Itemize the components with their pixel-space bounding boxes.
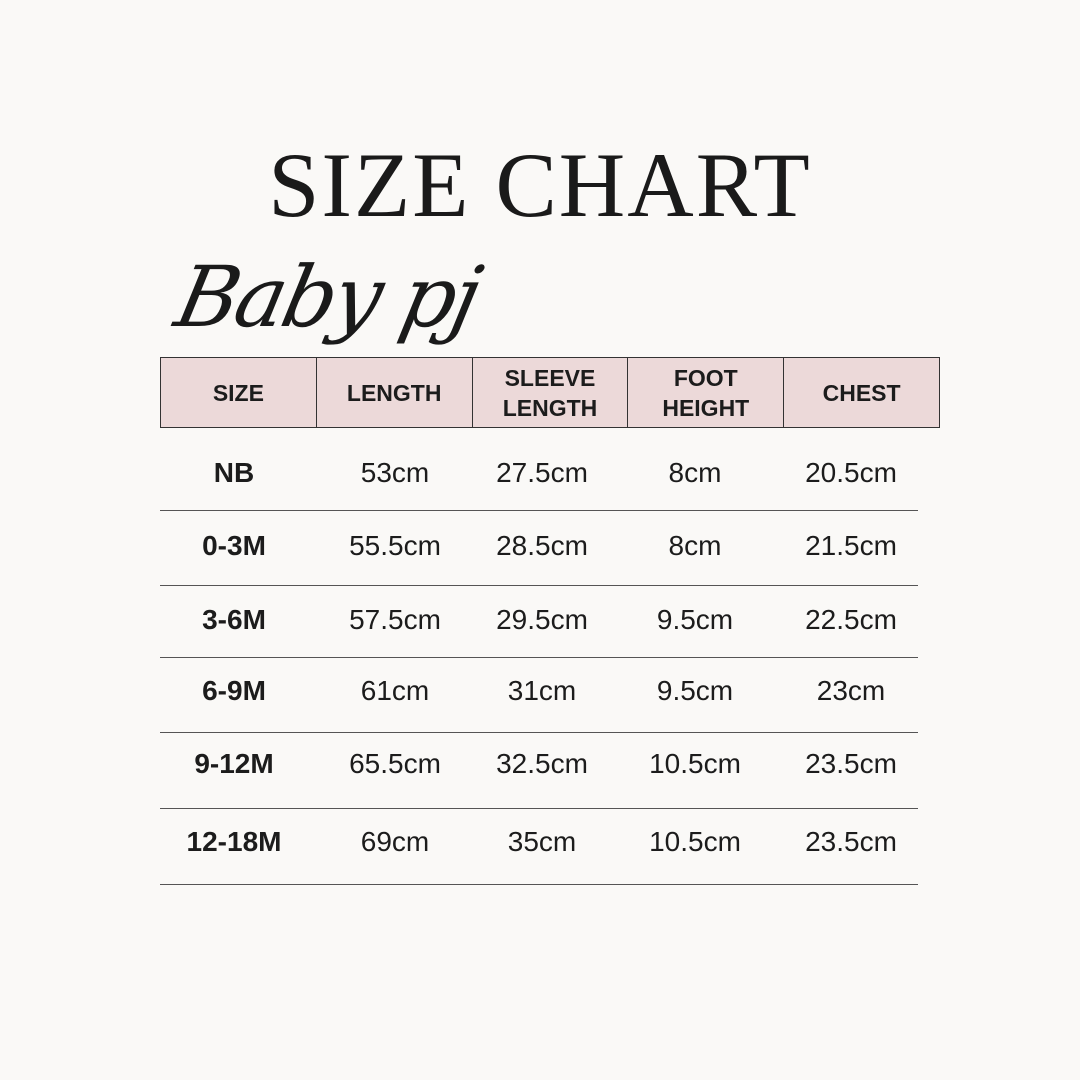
cell-size: 3-6M: [202, 604, 266, 635]
cell-sleeve-length: 27.5cm: [496, 457, 588, 488]
table-row: 0-3M 55.5cm 28.5cm 8cm 21.5cm: [160, 510, 918, 586]
cell-foot-height: 10.5cm: [649, 826, 741, 857]
cell-length: 57.5cm: [349, 604, 441, 635]
table-row: 6-9M 61cm 31cm 9.5cm 23cm: [160, 657, 918, 733]
cell-sleeve-length: 31cm: [507, 675, 577, 706]
cell-chest: 23.5cm: [805, 826, 897, 857]
cell-size: 12-18M: [186, 826, 282, 857]
cell-size: 0-3M: [202, 530, 266, 561]
table-row: 12-18M 69cm 35cm 10.5cm 23.5cm: [160, 808, 918, 885]
cell-foot-height: 10.5cm: [649, 748, 741, 779]
cell-length: 53cm: [360, 457, 430, 488]
cell-foot-height: 9.5cm: [656, 675, 734, 706]
header-sleeve-length: SLEEVE LENGTH: [473, 358, 629, 427]
cell-foot-height: 8cm: [668, 530, 722, 561]
cell-sleeve-length: 28.5cm: [496, 530, 588, 561]
cell-size: 9-12M: [194, 748, 274, 779]
cell-sleeve-length: 32.5cm: [496, 748, 588, 779]
cell-sleeve-length: 29.5cm: [496, 604, 588, 635]
cell-chest: 23.5cm: [805, 748, 897, 779]
header-length: LENGTH: [317, 358, 473, 427]
table-header: SIZE LENGTH SLEEVE LENGTH FOOT HEIGHT CH…: [160, 357, 940, 428]
cell-length: 55.5cm: [349, 530, 441, 561]
table-row: NB 53cm 27.5cm 8cm 20.5cm: [160, 436, 918, 511]
table-row: 9-12M 65.5cm 32.5cm 10.5cm 23.5cm: [160, 732, 918, 809]
cell-sleeve-length: 35cm: [507, 826, 577, 857]
cell-chest: 21.5cm: [805, 530, 897, 561]
header-chest: CHEST: [822, 379, 901, 406]
cell-chest: 22.5cm: [805, 604, 897, 635]
cell-size: 6-9M: [202, 675, 266, 706]
subtitle-script: Baby pj: [167, 248, 487, 346]
cell-foot-height: 8cm: [668, 457, 722, 488]
cell-length: 69cm: [360, 826, 430, 857]
cell-chest: 20.5cm: [805, 457, 897, 488]
cell-length: 61cm: [360, 675, 430, 706]
cell-foot-height: 9.5cm: [656, 604, 734, 635]
header-foot-height: FOOT HEIGHT: [628, 358, 785, 427]
page-title: SIZE CHART: [268, 134, 812, 236]
cell-length: 65.5cm: [349, 748, 441, 779]
header-size: SIZE: [161, 358, 317, 427]
table-row: 3-6M 57.5cm 29.5cm 9.5cm 22.5cm: [160, 585, 918, 658]
cell-size: NB: [213, 457, 255, 488]
cell-chest: 23cm: [816, 675, 886, 706]
